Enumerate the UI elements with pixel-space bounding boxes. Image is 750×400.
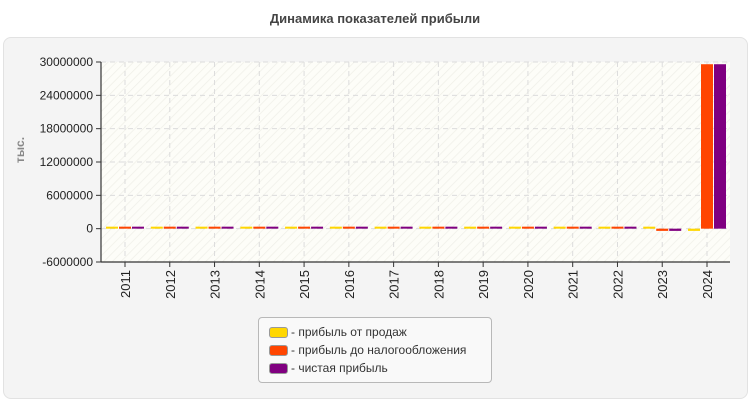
- x-tick-label: 2013: [208, 270, 223, 299]
- bar-2018: [419, 226, 432, 229]
- legend-label: - прибыль от продаж: [291, 325, 407, 339]
- legend-swatch-icon: [269, 344, 288, 356]
- bar-2021: [579, 226, 592, 229]
- bar-2018: [432, 226, 445, 229]
- legend-item-net-profit: - чистая прибыль: [269, 360, 388, 376]
- bar-2016: [342, 226, 355, 229]
- y-axis-label: тыс.: [13, 137, 27, 163]
- bar-2016: [355, 226, 368, 229]
- bar-2017: [387, 226, 400, 229]
- y-tick-label: 24000000: [40, 88, 94, 102]
- bar-2022: [624, 226, 637, 229]
- x-tick-label: 2022: [610, 270, 625, 299]
- bar-2021: [553, 226, 566, 229]
- legend-swatch-icon: [269, 326, 288, 338]
- bar-2015: [311, 226, 324, 229]
- y-tick-label: 12000000: [40, 155, 94, 169]
- y-tick-label: 6000000: [46, 188, 93, 202]
- bar-2018: [445, 226, 458, 229]
- bar-2013: [221, 226, 234, 229]
- x-tick-label: 2012: [163, 270, 178, 299]
- legend-item-pretax-profit: - прибыль до налогообложения: [269, 342, 466, 358]
- bar-2023: [656, 228, 669, 231]
- bar-2023: [643, 226, 656, 229]
- x-tick-label: 2014: [252, 270, 267, 299]
- bar-2014: [266, 226, 279, 229]
- y-tick-label: 18000000: [40, 122, 94, 136]
- bar-2024: [688, 228, 700, 231]
- bar-2014: [253, 226, 266, 229]
- bar-2024: [701, 64, 713, 229]
- chart-title: Динамика показателей прибыли: [269, 11, 481, 26]
- y-tick-label: 0: [86, 222, 93, 236]
- y-tick-label: 30000000: [40, 55, 94, 69]
- x-tick-label: 2018: [431, 270, 446, 299]
- bar-2013: [208, 226, 221, 229]
- bar-2015: [298, 226, 311, 229]
- bar-2019: [477, 226, 490, 229]
- bar-2017: [374, 226, 387, 229]
- bar-2021: [566, 226, 579, 229]
- legend-item-sales-profit: - прибыль от продаж: [269, 324, 407, 340]
- x-tick-label: 2016: [342, 270, 357, 299]
- legend-label: - прибыль до налогообложения: [291, 343, 467, 357]
- bar-2012: [150, 226, 163, 229]
- bar-2017: [400, 226, 413, 229]
- x-tick-label: 2024: [700, 270, 715, 299]
- x-tick-label: 2021: [566, 270, 581, 299]
- bar-2022: [598, 226, 611, 229]
- x-tick-label: 2019: [476, 270, 491, 299]
- legend: - прибыль от продаж - прибыль до налогоо…: [258, 317, 492, 383]
- x-axis-ticks: 2011 2012 2013 2014 2015 2016 2017 2018 2019 2020…: [118, 262, 715, 299]
- x-tick-label: 2020: [521, 270, 536, 299]
- bar-2024: [714, 64, 726, 229]
- bar-2016: [329, 226, 342, 229]
- x-tick-label: 2015: [297, 270, 312, 299]
- bar-2013: [195, 226, 208, 229]
- x-tick-label: 2023: [655, 270, 670, 299]
- x-tick-label: 2017: [387, 270, 402, 299]
- bar-2014: [240, 226, 253, 229]
- bar-2011: [119, 226, 131, 229]
- bars: [106, 64, 726, 231]
- legend-swatch-icon: [269, 362, 288, 374]
- x-tick-label: 2011: [118, 270, 133, 298]
- legend-label: - чистая прибыль: [291, 361, 388, 375]
- bar-2020: [508, 226, 521, 229]
- y-tick-label: -6000000: [42, 255, 93, 269]
- bar-2023: [669, 228, 682, 231]
- bar-2015: [285, 226, 298, 229]
- bar-2011: [106, 226, 118, 229]
- bar-2012: [163, 226, 176, 229]
- bar-2011: [132, 226, 144, 229]
- bar-2019: [464, 226, 477, 229]
- bar-2012: [176, 226, 189, 229]
- bar-2020: [521, 226, 534, 229]
- bar-2020: [534, 226, 547, 229]
- y-axis-ticks: -6000000 0 6000000 12000000 18000000 24000000…: [40, 55, 101, 269]
- bar-2019: [490, 226, 503, 229]
- bar-2022: [611, 226, 624, 229]
